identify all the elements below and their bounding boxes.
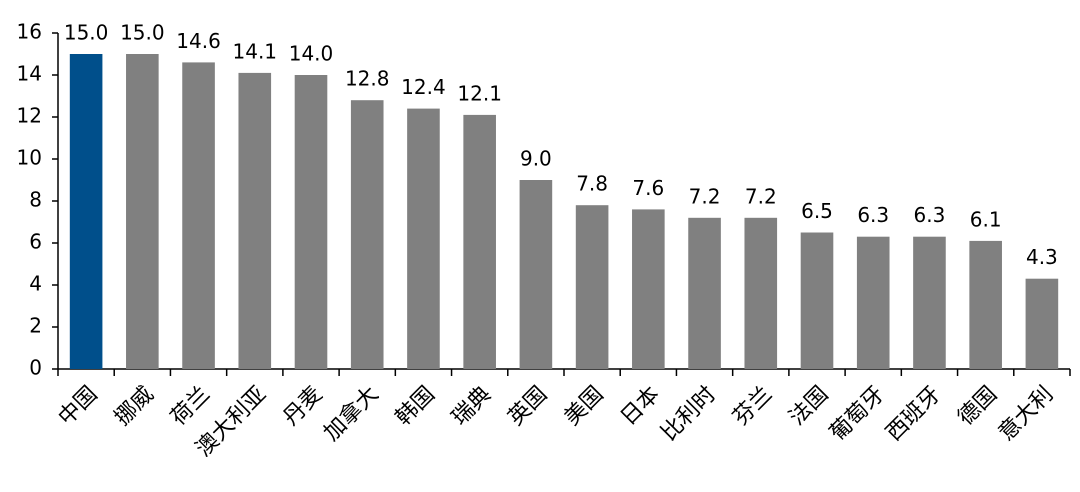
y-tick-label: 0	[29, 356, 42, 380]
x-tick-label: 加拿大	[319, 381, 384, 446]
y-tick-label: 14	[17, 62, 42, 86]
y-tick-label: 16	[17, 20, 42, 44]
bar	[69, 54, 103, 369]
x-tick-label: 英国	[504, 382, 553, 431]
bar	[969, 240, 1002, 369]
value-label: 15.0	[64, 21, 109, 45]
bar	[688, 217, 721, 369]
x-tick-label: 意大利	[994, 382, 1058, 446]
value-label: 6.1	[970, 207, 1002, 231]
x-tick-label: 美国	[560, 382, 609, 431]
y-tick-label: 10	[17, 146, 42, 170]
x-tick-label: 芬兰	[728, 382, 777, 431]
value-label: 7.2	[745, 184, 777, 208]
x-tick-label: 日本	[616, 382, 665, 431]
bar	[1025, 278, 1059, 369]
x-tick-label: 德国	[953, 382, 1002, 431]
bar	[182, 62, 215, 370]
value-label: 7.8	[576, 172, 608, 196]
bar	[350, 100, 384, 369]
bar	[800, 232, 834, 369]
x-tick-label: 比利时	[657, 382, 721, 446]
x-tick-label: 挪威	[110, 382, 159, 431]
bar	[519, 180, 553, 369]
x-tick-label: 葡萄牙	[825, 382, 889, 446]
value-label: 9.0	[520, 147, 552, 171]
value-label: 14.1	[233, 39, 278, 63]
value-label: 14.0	[289, 42, 334, 66]
bar	[238, 72, 272, 370]
value-label: 12.8	[345, 67, 390, 91]
bar	[294, 75, 328, 369]
x-tick-label: 荷兰	[166, 382, 215, 431]
value-label: 12.1	[457, 81, 502, 105]
x-tick-label: 法国	[785, 382, 834, 431]
x-tick-label: 中国	[54, 382, 103, 431]
bar	[463, 114, 496, 370]
bar	[632, 209, 665, 369]
value-label: 14.6	[176, 29, 221, 53]
value-label: 6.3	[914, 203, 946, 227]
bar	[913, 236, 946, 369]
x-tick-label: 韩国	[391, 382, 440, 431]
value-label: 4.3	[1026, 245, 1058, 269]
y-tick-label: 8	[29, 188, 42, 212]
x-tick-label: 瑞典	[447, 382, 496, 431]
x-tick-label: 西班牙	[882, 382, 946, 446]
value-label: 12.4	[401, 75, 446, 99]
bar	[126, 54, 159, 369]
bar	[407, 108, 440, 369]
x-tick-label: 丹麦	[279, 382, 328, 431]
value-label: 6.3	[857, 203, 889, 227]
bar	[856, 236, 890, 369]
y-tick-label: 6	[29, 230, 42, 254]
bar	[744, 217, 778, 369]
value-label: 6.5	[801, 199, 833, 223]
value-label: 7.2	[689, 184, 721, 208]
y-tick-label: 12	[17, 104, 42, 128]
bar	[575, 205, 609, 369]
value-label: 7.6	[632, 176, 664, 200]
value-label: 15.0	[120, 21, 165, 45]
y-tick-label: 4	[29, 272, 42, 296]
y-tick-label: 2	[29, 314, 42, 338]
